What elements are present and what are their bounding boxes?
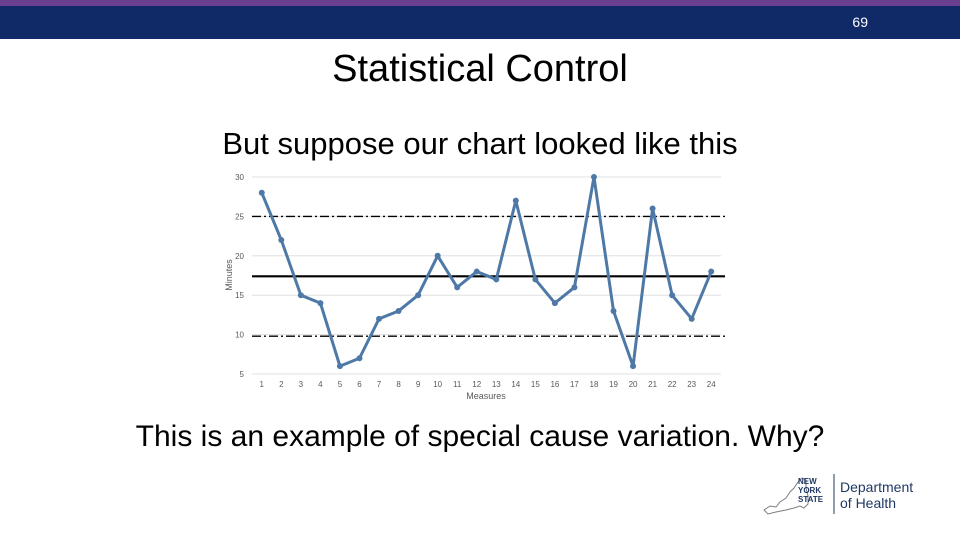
x-tick-label: 8 — [396, 380, 401, 389]
y-tick-label: 15 — [235, 291, 244, 300]
logo-dept-line1: Department — [840, 479, 913, 495]
data-point — [376, 315, 383, 322]
x-tick-label: 13 — [492, 380, 501, 389]
y-tick-label: 30 — [235, 173, 244, 182]
x-tick-label: 3 — [299, 380, 304, 389]
data-point — [297, 292, 304, 299]
question-text: This is an example of special cause vari… — [135, 420, 825, 453]
x-tick-label: 16 — [550, 380, 559, 389]
x-tick-label: 17 — [570, 380, 579, 389]
x-tick-label: 19 — [609, 380, 618, 389]
x-tick-label: 18 — [590, 380, 599, 389]
data-point — [551, 300, 558, 307]
x-axis-title: Measures — [466, 391, 506, 401]
data-point — [493, 276, 500, 283]
logo-state-line3: STATE — [798, 495, 824, 504]
x-tick-label: 5 — [338, 380, 343, 389]
y-tick-labels: 5 10 15 20 25 30 — [235, 173, 244, 379]
slide-title: Statistical Control — [332, 48, 628, 90]
x-tick-label: 7 — [377, 380, 382, 389]
x-tick-label: 14 — [511, 380, 520, 389]
x-tick-label: 15 — [531, 380, 540, 389]
data-point — [356, 355, 363, 362]
x-tick-label: 22 — [668, 380, 677, 389]
y-tick-label: 5 — [240, 370, 245, 379]
y-tick-label: 20 — [235, 252, 244, 261]
x-tick-label: 11 — [453, 380, 462, 389]
new-york-state-outline-icon — [763, 477, 809, 515]
x-tick-label: 21 — [648, 380, 657, 389]
data-point — [512, 197, 519, 204]
data-point — [630, 363, 637, 370]
header-bar — [0, 6, 960, 39]
x-tick-label: 2 — [279, 380, 284, 389]
data-point — [532, 276, 539, 283]
x-tick-label: 9 — [416, 380, 421, 389]
y-tick-label: 10 — [235, 331, 244, 340]
series-line — [260, 175, 713, 368]
data-point — [434, 252, 441, 259]
nys-department-of-health-logo: NEW YORK STATE Department of Health — [763, 474, 913, 515]
data-point — [336, 363, 343, 370]
data-point — [649, 205, 656, 212]
logo-state-line2: YORK — [798, 486, 821, 495]
data-point — [395, 307, 402, 314]
x-tick-labels: 1 2 3 4 5 6 7 8 9 10 11 12 13 14 15 16 17 18 19 20 21 22 23 24 — [260, 380, 717, 389]
x-tick-label: 4 — [318, 380, 323, 389]
y-axis-title: Minutes — [224, 259, 234, 291]
logo-dept-line2: of Health — [840, 495, 896, 511]
data-point — [669, 292, 676, 299]
data-point — [278, 237, 285, 244]
data-point — [415, 292, 422, 299]
data-point — [454, 284, 461, 291]
data-point — [590, 174, 597, 180]
data-point — [258, 189, 265, 196]
y-tick-label: 25 — [235, 212, 244, 221]
x-tick-label: 6 — [357, 380, 362, 389]
header-accent-stripe — [0, 0, 960, 6]
data-point — [708, 268, 715, 275]
data-point — [610, 307, 617, 314]
logo-state-line1: NEW — [798, 477, 817, 486]
data-point — [688, 315, 695, 322]
slide-number: 69 — [852, 14, 868, 30]
data-point — [571, 284, 578, 291]
x-tick-label: 23 — [687, 380, 696, 389]
data-point — [317, 300, 324, 307]
slide-subtitle: But suppose our chart looked like this — [222, 126, 738, 161]
x-tick-label: 12 — [472, 380, 481, 389]
x-tick-label: 20 — [629, 380, 638, 389]
x-tick-label: 24 — [707, 380, 716, 389]
x-tick-label: 10 — [433, 380, 442, 389]
x-tick-label: 1 — [260, 380, 265, 389]
data-point — [473, 268, 480, 275]
series-layer — [258, 174, 715, 370]
